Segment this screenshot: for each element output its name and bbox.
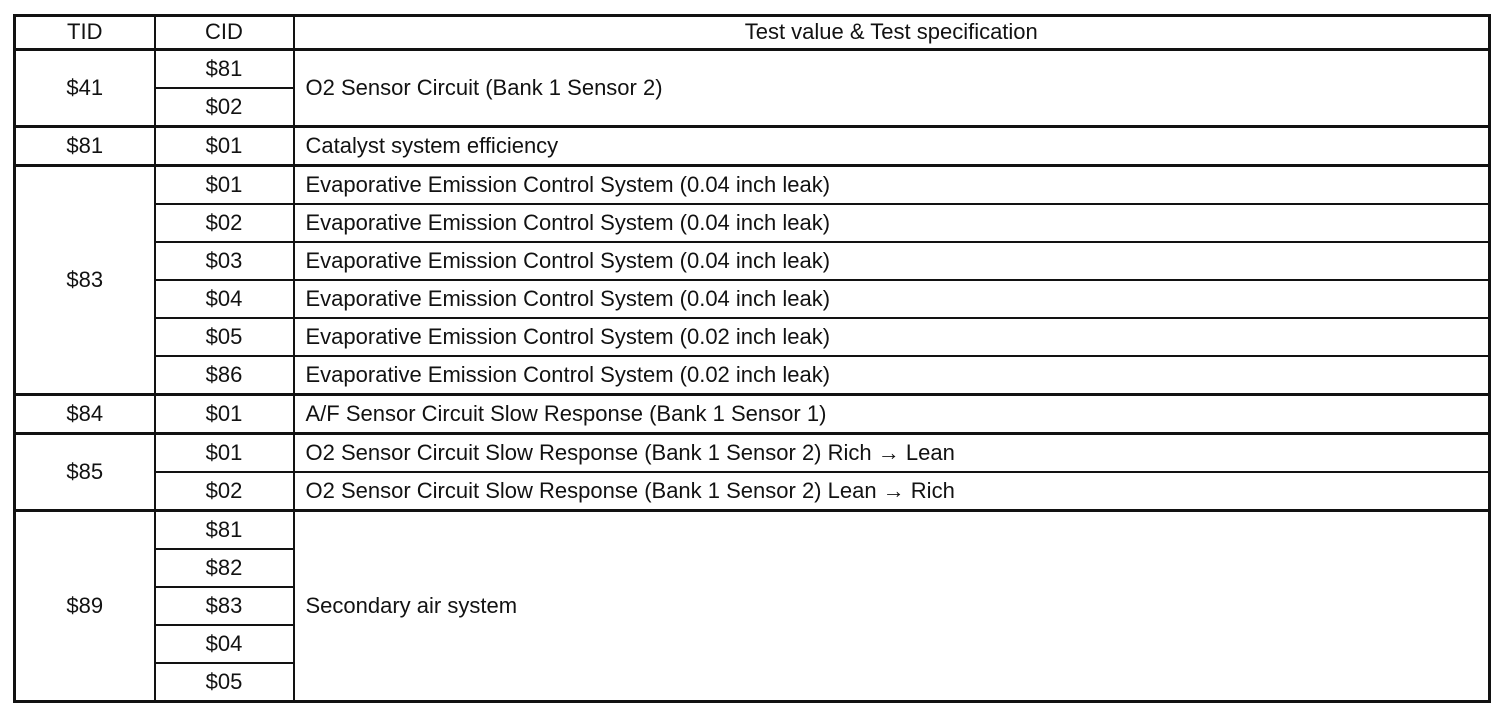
table-row: $02 O2 Sensor Circuit Slow Response (Ban…	[15, 471, 1491, 512]
cid-cell: $01	[153, 164, 295, 205]
spec-cell: Catalyst system efficiency	[292, 125, 1491, 167]
header-spec: Test value & Test specification	[292, 14, 1491, 51]
tid-cell: $83	[13, 164, 156, 396]
cid-cell: $05	[153, 662, 295, 703]
cid-cell: $02	[153, 203, 295, 243]
tid-cell: $84	[13, 393, 156, 435]
header-row: TID CID Test value & Test specification	[13, 14, 1491, 51]
spec-cell: Evaporative Emission Control System (0.0…	[292, 203, 1491, 243]
tid-cell: $89	[13, 509, 156, 703]
table-row: $83 $01 Evaporative Emission Control Sys…	[13, 164, 1491, 396]
table-row: $83	[15, 586, 1490, 626]
cid-cell: $82	[153, 548, 295, 588]
spec-cell: O2 Sensor Circuit (Bank 1 Sensor 2)	[292, 48, 1491, 128]
spec-cell: O2 Sensor Circuit Slow Response (Bank 1 …	[292, 432, 1491, 473]
spec-cell: Evaporative Emission Control System (0.0…	[292, 164, 1491, 205]
cid-cell: $81	[153, 509, 295, 550]
spec-cell: Evaporative Emission Control System (0.0…	[292, 241, 1491, 281]
table-row: $82	[15, 548, 1490, 588]
table-row: $04	[15, 624, 1490, 664]
table-row: $04 Evaporative Emission Control System …	[15, 279, 1491, 319]
cid-cell: $01	[153, 125, 295, 167]
tid-cell: $41	[13, 48, 156, 128]
table-row: $41 $81 O2 Sensor Circuit (Bank 1 Sensor…	[13, 48, 1491, 128]
test-spec-table: TID CID Test value & Test specification …	[13, 14, 1491, 703]
spec-cell: Secondary air system	[292, 509, 1491, 703]
table-row: $02	[15, 87, 1490, 128]
cid-cell: $81	[153, 48, 295, 89]
header-tid: TID	[13, 14, 156, 51]
spec-cell: O2 Sensor Circuit Slow Response (Bank 1 …	[292, 471, 1491, 512]
spec-cell: Evaporative Emission Control System (0.0…	[292, 279, 1491, 319]
cid-cell: $04	[153, 279, 295, 319]
cid-cell: $02	[153, 471, 295, 512]
table-row: $03 Evaporative Emission Control System …	[15, 241, 1491, 281]
cid-cell: $04	[153, 624, 295, 664]
table-row: $84 $01 A/F Sensor Circuit Slow Response…	[13, 393, 1491, 435]
spec-cell: A/F Sensor Circuit Slow Response (Bank 1…	[292, 393, 1491, 435]
table-row: $89 $81 Secondary air system	[13, 509, 1491, 703]
spec-cell: Evaporative Emission Control System (0.0…	[292, 317, 1491, 357]
document-page: TID CID Test value & Test specification …	[13, 14, 1491, 703]
table-row: $05 Evaporative Emission Control System …	[15, 317, 1491, 357]
cid-cell: $02	[153, 87, 295, 128]
table-row: $02 Evaporative Emission Control System …	[15, 203, 1491, 243]
tid-cell: $81	[13, 125, 156, 167]
table-row: $85 $01 O2 Sensor Circuit Slow Response …	[13, 432, 1491, 512]
spec-cell: Evaporative Emission Control System (0.0…	[292, 355, 1491, 396]
cid-cell: $03	[153, 241, 295, 281]
cid-cell: $83	[153, 586, 295, 626]
table-row: $86 Evaporative Emission Control System …	[15, 355, 1491, 396]
cid-cell: $86	[153, 355, 295, 396]
tid-cell: $85	[13, 432, 156, 512]
cid-cell: $01	[153, 393, 295, 435]
header-cid: CID	[153, 14, 295, 51]
cid-cell: $05	[153, 317, 295, 357]
table-row: $81 $01 Catalyst system efficiency	[13, 125, 1491, 167]
cid-cell: $01	[153, 432, 295, 473]
